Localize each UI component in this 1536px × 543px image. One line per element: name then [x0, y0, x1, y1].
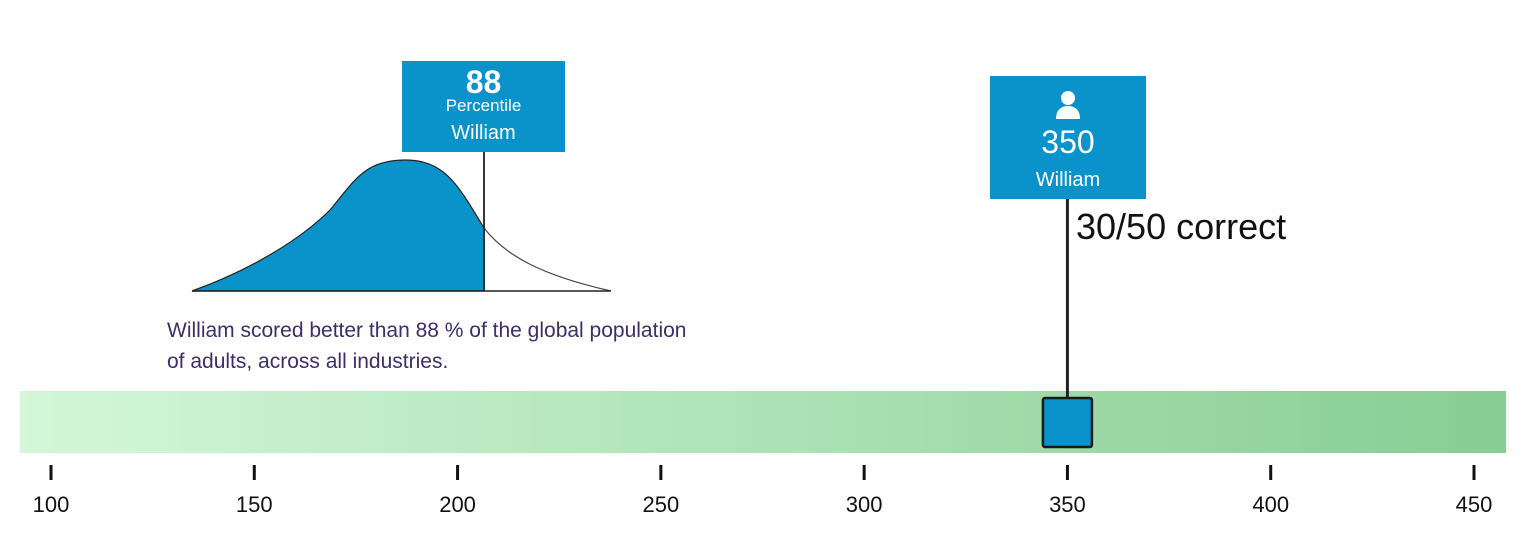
distribution-shaded-area: [191, 159, 485, 292]
score-flag: 350 William: [990, 76, 1146, 199]
percentile-description: William scored better than 88 % of the g…: [167, 319, 687, 373]
axis-tick-label: 450: [1456, 492, 1493, 517]
axis-tick-label: 350: [1049, 492, 1086, 517]
axis-tick-label: 250: [642, 492, 679, 517]
percentile-name: William: [451, 122, 516, 144]
distribution-curve: [483, 227, 612, 292]
correct-count: 30/50 correct: [1076, 206, 1287, 247]
percentile-label: Percentile: [445, 96, 522, 115]
percentile-flag: 88 Percentile William: [402, 61, 565, 152]
score-marker[interactable]: [1041, 396, 1094, 449]
user-icon: [1056, 91, 1080, 119]
axis-tick-label: 400: [1252, 492, 1289, 517]
score-name: William: [1035, 169, 1101, 191]
axis-tick-label: 100: [33, 492, 70, 517]
scale-bar: [20, 391, 1506, 453]
axis-tick-label: 150: [236, 492, 273, 517]
axis-tick-label: 300: [846, 492, 883, 517]
axis-tick-label: 200: [439, 492, 476, 517]
score-axis: 100 150 200 250 300 350 400 450: [33, 465, 1493, 517]
score-value: 350: [1041, 124, 1095, 160]
percentile-value: 88: [465, 64, 502, 100]
